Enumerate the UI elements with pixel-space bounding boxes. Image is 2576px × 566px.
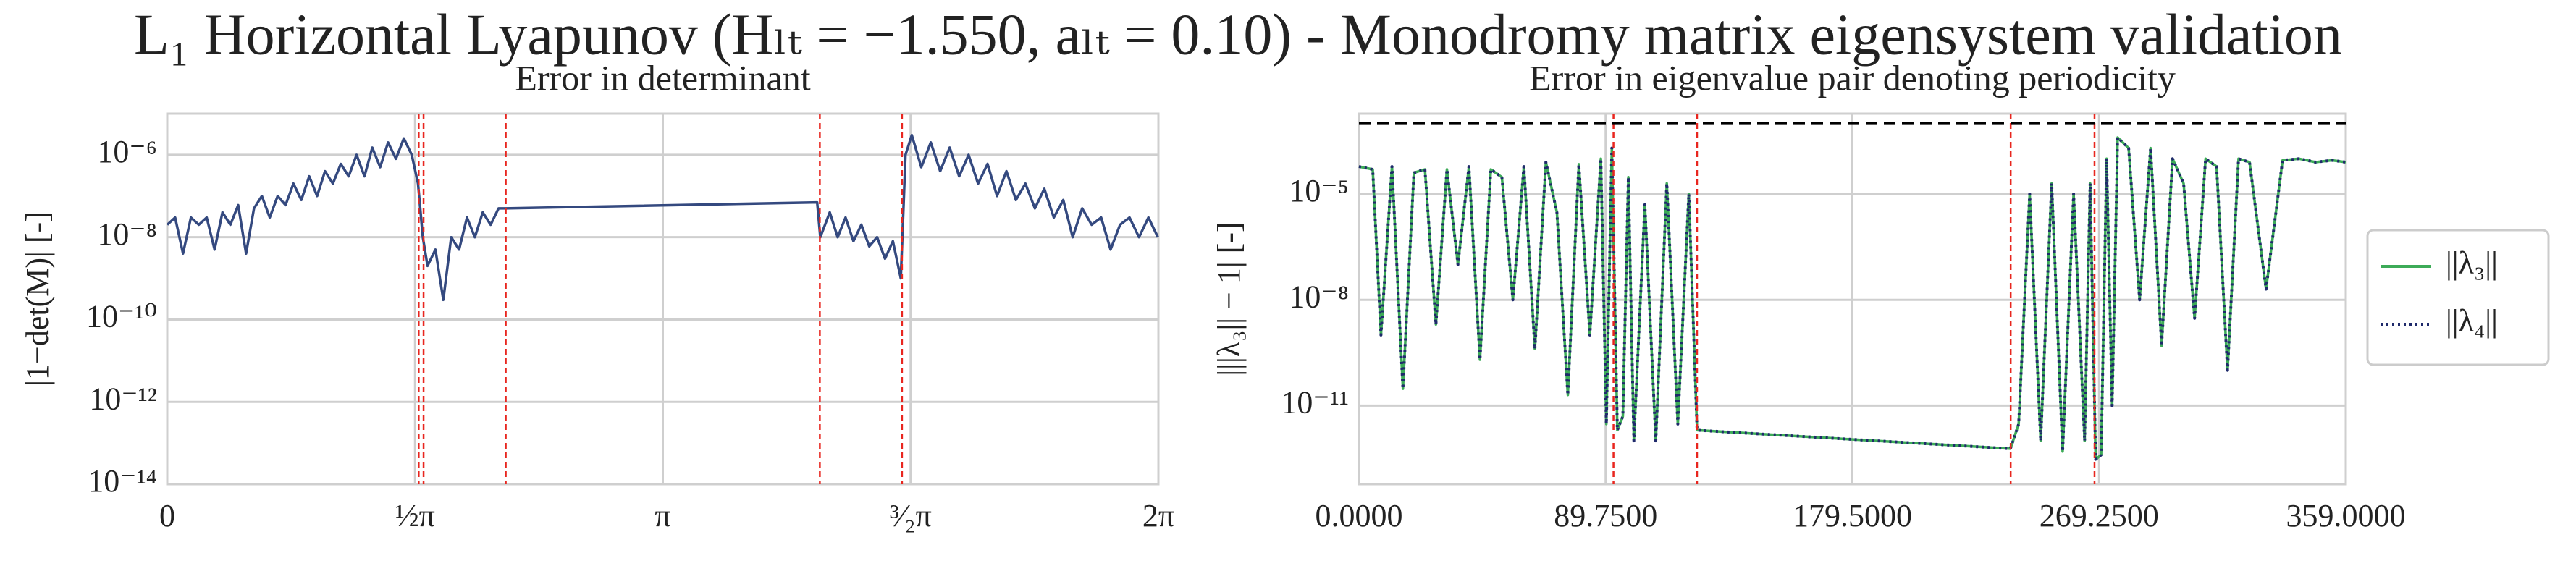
legend-label: ||λ₃||	[2446, 245, 2498, 281]
chart-title: Error in determinant	[515, 57, 810, 98]
x-tick-label: ½π	[395, 498, 435, 533]
y-tick-label: 10⁻⁸	[1289, 279, 1349, 314]
legend-label: ||λ₄||	[2446, 303, 2498, 339]
y-tick-label: 10⁻⁸	[97, 216, 157, 252]
plot-frame	[1358, 112, 2347, 486]
x-tick-label: π	[654, 498, 670, 533]
x-tick-label: 0.0000	[1316, 498, 1403, 533]
y-tick-label: 10⁻¹⁰	[86, 299, 157, 334]
y-axis-label: |||λ₃|| − 1| [-]	[1211, 221, 1247, 376]
series-line	[1358, 136, 2346, 461]
x-tick-label: 269.2500	[2040, 498, 2159, 533]
y-axis-label: |1−det(M)| [-]	[20, 211, 55, 387]
series-line	[166, 133, 1159, 302]
y-tick-label: 10⁻¹⁴	[88, 463, 157, 499]
y-tick-label: 10⁻¹²	[89, 381, 157, 416]
x-tick-label: 179.5000	[1793, 498, 1912, 533]
plot-frame	[166, 112, 1160, 486]
x-tick-label: 89.7500	[1554, 498, 1657, 533]
y-tick-label: 10⁻¹¹	[1281, 384, 1349, 420]
chart-title: Error in eigenvalue pair denoting period…	[1529, 57, 2176, 98]
figure-title: L₁ Horizontal Lyapunov (Hₗₜ = −1.550, aₗ…	[134, 3, 2342, 67]
y-tick-label: 10⁻⁵	[1289, 173, 1349, 208]
legend-box	[2366, 229, 2550, 366]
x-tick-label: 0	[159, 498, 175, 533]
x-tick-label: ³⁄₂π	[890, 498, 932, 533]
x-tick-label: 2π	[1142, 498, 1174, 533]
x-tick-label: 359.0000	[2286, 498, 2406, 533]
y-tick-label: 10⁻⁶	[97, 134, 157, 169]
